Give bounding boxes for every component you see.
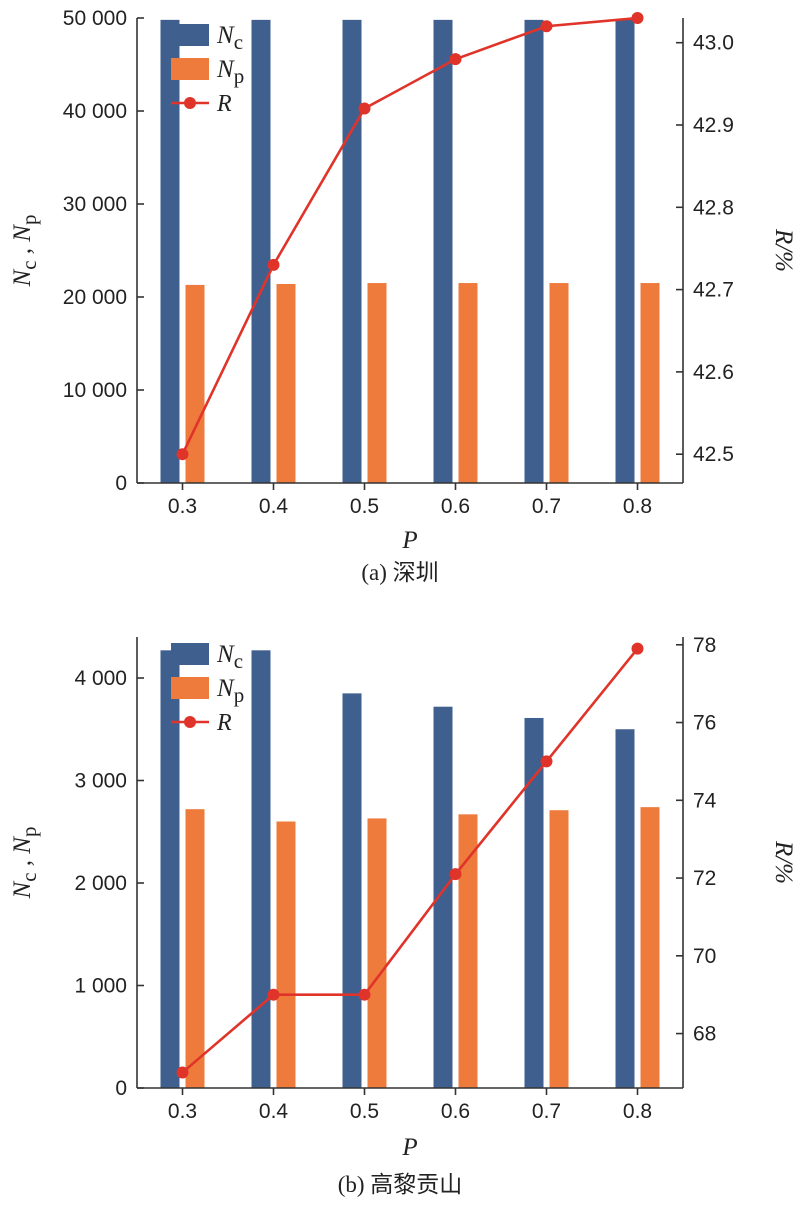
bar-np [185, 809, 205, 1088]
tick-label-left: 3 000 [74, 770, 127, 793]
tick-label-right: 78 [693, 634, 716, 657]
bar-nc [433, 706, 453, 1088]
y-axis-title-right: R/% [770, 840, 797, 884]
legend-label-r: R [216, 710, 232, 736]
bar-nc [342, 693, 362, 1088]
bar-nc [342, 19, 362, 484]
bar-nc [251, 19, 271, 484]
chart-panel-a: 0 10 000 20 000 30 000 40 000 50 000 42.5 42.6 4… [9, 7, 797, 585]
legend-label-np: Np [216, 675, 244, 707]
tick-label-x: 0.5 [350, 495, 379, 518]
bar-np [640, 807, 660, 1088]
tick-label-right: 70 [693, 945, 716, 968]
bar-nc [615, 19, 635, 484]
tick-label-right: 76 [693, 712, 716, 735]
point-r [358, 988, 371, 1001]
x-axis-title: P [401, 527, 417, 554]
point-r [176, 1066, 189, 1079]
y-axis-title-right: R/% [770, 228, 797, 272]
tick-label-left: 40 000 [63, 100, 127, 123]
legend-swatch-r-dot [184, 716, 196, 728]
point-r [267, 258, 280, 271]
bar-np [549, 810, 569, 1088]
point-r [176, 448, 189, 461]
tick-label-x: 0.6 [441, 495, 470, 518]
legend-swatch-np [171, 58, 209, 80]
bar-np [276, 283, 296, 483]
tick-label-x: 0.4 [259, 1100, 289, 1123]
legend-swatch-nc [171, 643, 209, 665]
point-r [540, 755, 553, 768]
tick-label-x: 0.8 [623, 495, 652, 518]
panel-caption: (b) 高黎贡山 [338, 1172, 463, 1197]
point-r [358, 102, 371, 115]
tick-label-x: 0.8 [623, 1100, 652, 1123]
tick-label-right: 42.9 [693, 114, 734, 137]
legend-swatch-nc [171, 24, 209, 46]
bar-nc [524, 717, 544, 1088]
bar-nc [160, 19, 180, 484]
bar-np [458, 814, 478, 1088]
tick-label-right: 42.7 [693, 279, 734, 302]
tick-label-right: 42.8 [693, 196, 734, 219]
bar-nc [433, 19, 453, 484]
tick-label-right: 42.6 [693, 361, 734, 384]
bar-nc [251, 650, 271, 1088]
x-axis-title: P [401, 1134, 417, 1161]
bar-nc [524, 19, 544, 484]
point-r [631, 642, 644, 655]
tick-label-x: 0.4 [259, 495, 289, 518]
legend-label-nc: Nc [216, 641, 243, 673]
point-r [449, 868, 462, 881]
tick-label-right: 42.5 [693, 443, 734, 466]
tick-label-x: 0.6 [441, 1100, 470, 1123]
bar-np [640, 283, 660, 483]
legend-swatch-np [171, 677, 209, 699]
tick-label-x: 0.3 [168, 495, 197, 518]
line-r [181, 647, 639, 1074]
tick-label-left: 2 000 [74, 872, 127, 895]
bar-np [367, 818, 387, 1088]
legend-swatch-r-dot [184, 97, 196, 109]
tick-label-x: 0.5 [350, 1100, 379, 1123]
chart-panel-b: 0 1 000 2 000 3 000 4 000 68 70 72 74 76 78 0.3 0.4 0… [9, 634, 797, 1197]
tick-label-right: 68 [693, 1023, 716, 1046]
tick-label-right: 43.0 [693, 32, 734, 55]
tick-label-left: 4 000 [74, 667, 127, 690]
legend-label-r: R [216, 91, 232, 117]
tick-label-x: 0.7 [532, 495, 561, 518]
tick-label-left: 50 000 [63, 7, 127, 30]
bar-np [458, 283, 478, 483]
point-r [540, 20, 553, 33]
tick-label-left: 0 [115, 1077, 127, 1100]
bar-np [276, 821, 296, 1088]
point-r [449, 53, 462, 66]
bar-np [185, 284, 205, 483]
tick-label-x: 0.7 [532, 1100, 561, 1123]
tick-label-x: 0.3 [168, 1100, 197, 1123]
tick-label-right: 74 [693, 789, 717, 812]
point-r [267, 988, 280, 1001]
panel-caption: (a) 深圳 [361, 560, 438, 585]
tick-label-left: 30 000 [63, 193, 127, 216]
bar-np [549, 283, 569, 483]
tick-label-right: 72 [693, 867, 716, 890]
line-r [181, 16, 638, 455]
y-axis-title-left: Nc , Np [9, 215, 41, 288]
legend-label-np: Np [216, 56, 244, 88]
bar-nc [615, 729, 635, 1088]
legend-label-nc: Nc [216, 22, 243, 54]
point-r [631, 12, 644, 24]
tick-label-left: 0 [115, 472, 127, 495]
bar-nc [160, 650, 180, 1088]
tick-label-left: 20 000 [63, 286, 127, 309]
tick-label-left: 10 000 [63, 379, 127, 402]
y-axis-title-left: Nc , Np [9, 827, 41, 900]
tick-label-left: 1 000 [74, 975, 127, 998]
bar-np [367, 283, 387, 483]
